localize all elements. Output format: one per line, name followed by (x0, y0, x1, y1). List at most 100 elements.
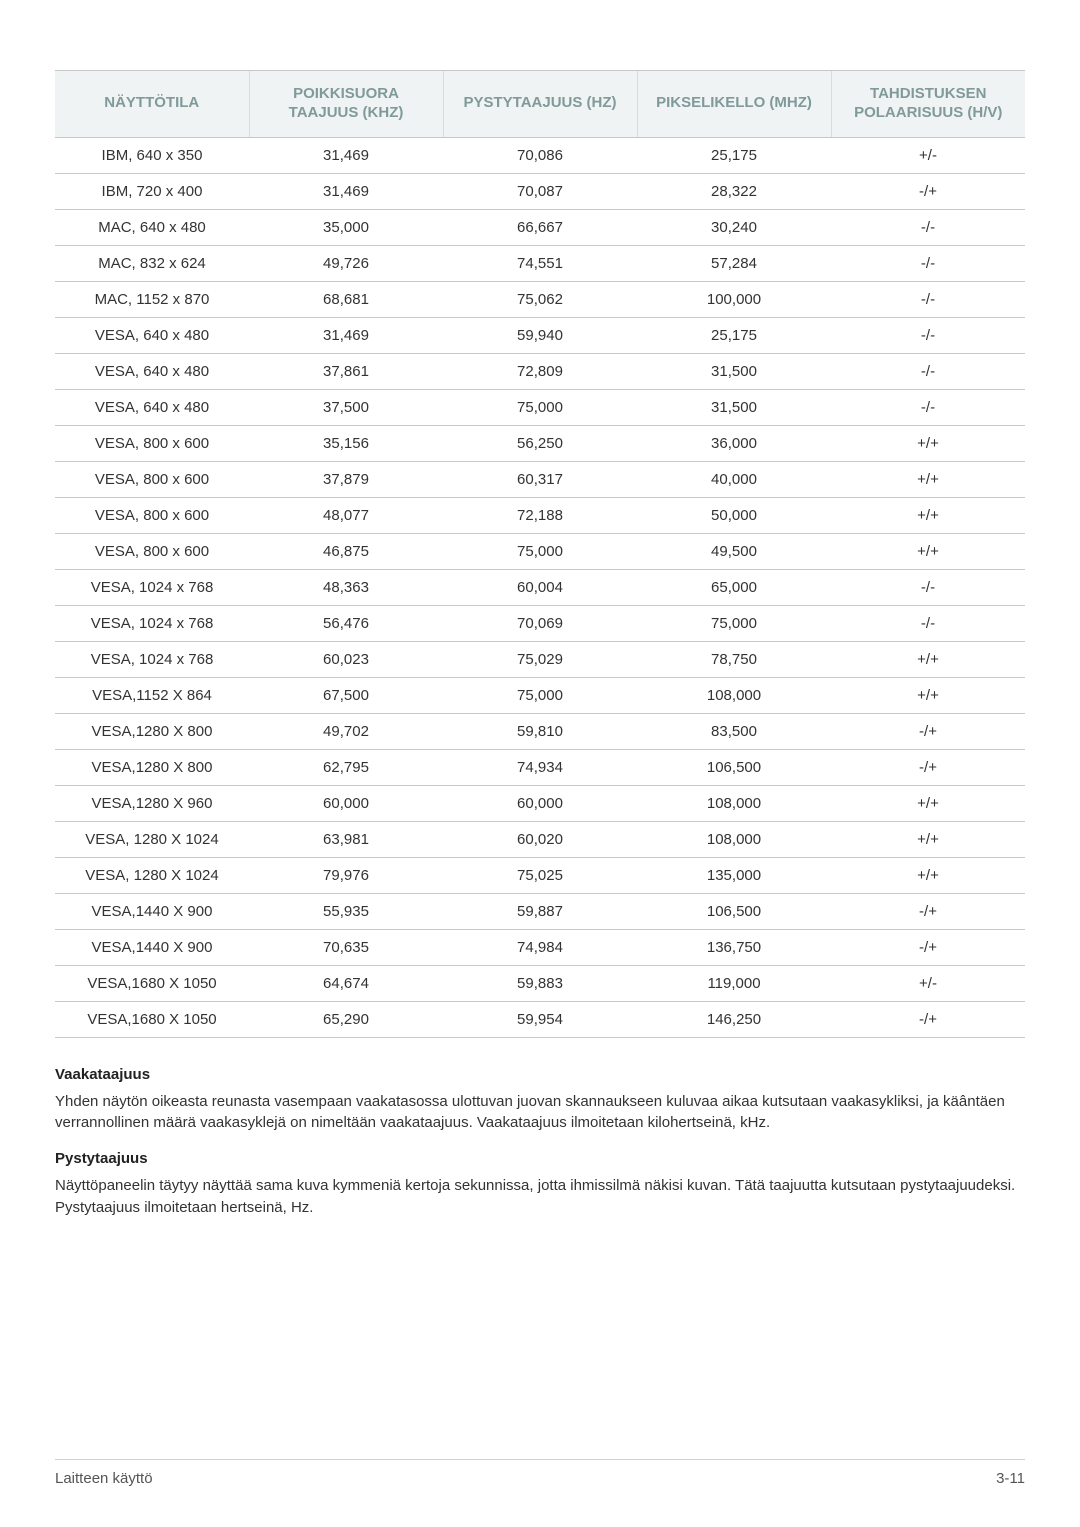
table-cell: 83,500 (637, 713, 831, 749)
table-cell: 60,317 (443, 461, 637, 497)
table-cell: 56,476 (249, 605, 443, 641)
table-cell: 106,500 (637, 749, 831, 785)
table-cell: 30,240 (637, 209, 831, 245)
table-cell: +/+ (831, 425, 1025, 461)
table-cell: 60,000 (443, 785, 637, 821)
table-cell: -/- (831, 605, 1025, 641)
table-cell: VESA,1440 X 900 (55, 929, 249, 965)
table-cell: -/+ (831, 929, 1025, 965)
table-cell: 60,000 (249, 785, 443, 821)
table-cell: VESA, 640 x 480 (55, 317, 249, 353)
table-cell: 35,000 (249, 209, 443, 245)
table-row: MAC, 832 x 62449,72674,55157,284-/- (55, 245, 1025, 281)
table-cell: 74,984 (443, 929, 637, 965)
table-row: VESA, 1280 X 102463,98160,020108,000+/+ (55, 821, 1025, 857)
table-cell: 63,981 (249, 821, 443, 857)
table-cell: -/- (831, 245, 1025, 281)
table-cell: -/+ (831, 173, 1025, 209)
table-header-row: NÄYTTÖTILA POIKKISUORA TAAJUUS (KHZ) PYS… (55, 71, 1025, 138)
table-row: VESA,1440 X 90070,63574,984136,750-/+ (55, 929, 1025, 965)
section-heading: Vaakataajuus (55, 1066, 1025, 1083)
table-row: VESA,1680 X 105064,67459,883119,000+/- (55, 965, 1025, 1001)
table-cell: 37,879 (249, 461, 443, 497)
table-cell: 146,250 (637, 1001, 831, 1037)
table-cell: -/- (831, 317, 1025, 353)
table-cell: IBM, 720 x 400 (55, 173, 249, 209)
table-cell: 75,029 (443, 641, 637, 677)
table-cell: 66,667 (443, 209, 637, 245)
table-cell: VESA,1680 X 1050 (55, 1001, 249, 1037)
table-cell: 25,175 (637, 317, 831, 353)
table-cell: 31,469 (249, 137, 443, 173)
table-cell: VESA,1280 X 800 (55, 713, 249, 749)
col-header: PYSTYTAAJUUS (HZ) (443, 71, 637, 138)
table-cell: +/- (831, 965, 1025, 1001)
table-cell: 75,000 (443, 389, 637, 425)
table-cell: +/+ (831, 857, 1025, 893)
table-cell: 108,000 (637, 785, 831, 821)
table-row: VESA,1680 X 105065,29059,954146,250-/+ (55, 1001, 1025, 1037)
table-cell: -/- (831, 569, 1025, 605)
table-cell: +/- (831, 137, 1025, 173)
section-pystytaajuus: Pystytaajuus Näyttöpaneelin täytyy näytt… (55, 1150, 1025, 1219)
table-cell: MAC, 1152 x 870 (55, 281, 249, 317)
table-cell: 57,284 (637, 245, 831, 281)
table-cell: VESA, 800 x 600 (55, 461, 249, 497)
table-cell: 64,674 (249, 965, 443, 1001)
table-row: VESA, 800 x 60037,87960,31740,000+/+ (55, 461, 1025, 497)
table-cell: 119,000 (637, 965, 831, 1001)
section-body: Yhden näytön oikeasta reunasta vasempaan… (55, 1091, 1025, 1135)
table-row: IBM, 720 x 40031,46970,08728,322-/+ (55, 173, 1025, 209)
table-cell: 108,000 (637, 677, 831, 713)
table-cell: +/+ (831, 641, 1025, 677)
table-cell: 75,025 (443, 857, 637, 893)
table-cell: 55,935 (249, 893, 443, 929)
col-header: NÄYTTÖTILA (55, 71, 249, 138)
table-cell: 70,635 (249, 929, 443, 965)
table-cell: +/+ (831, 677, 1025, 713)
table-row: MAC, 640 x 48035,00066,66730,240-/- (55, 209, 1025, 245)
table-cell: 108,000 (637, 821, 831, 857)
table-cell: VESA,1680 X 1050 (55, 965, 249, 1001)
table-cell: 70,087 (443, 173, 637, 209)
table-cell: VESA,1280 X 800 (55, 749, 249, 785)
table-cell: VESA,1440 X 900 (55, 893, 249, 929)
table-cell: 67,500 (249, 677, 443, 713)
section-heading: Pystytaajuus (55, 1150, 1025, 1167)
table-row: VESA,1440 X 90055,93559,887106,500-/+ (55, 893, 1025, 929)
table-cell: +/+ (831, 533, 1025, 569)
table-cell: 59,940 (443, 317, 637, 353)
table-cell: 49,500 (637, 533, 831, 569)
table-row: VESA,1280 X 80049,70259,81083,500-/+ (55, 713, 1025, 749)
footer-right: 3-11 (996, 1470, 1025, 1487)
section-body: Näyttöpaneelin täytyy näyttää sama kuva … (55, 1175, 1025, 1219)
table-cell: 75,000 (637, 605, 831, 641)
table-cell: 79,976 (249, 857, 443, 893)
table-cell: 72,809 (443, 353, 637, 389)
col-header: PIKSELIKELLO (MHZ) (637, 71, 831, 138)
footer-left: Laitteen käyttö (55, 1470, 153, 1487)
table-cell: -/+ (831, 893, 1025, 929)
table-cell: VESA, 640 x 480 (55, 353, 249, 389)
table-cell: 59,954 (443, 1001, 637, 1037)
table-cell: 25,175 (637, 137, 831, 173)
table-row: VESA, 640 x 48031,46959,94025,175-/- (55, 317, 1025, 353)
table-cell: VESA, 640 x 480 (55, 389, 249, 425)
table-cell: VESA, 800 x 600 (55, 533, 249, 569)
table-cell: 36,000 (637, 425, 831, 461)
col-header: TAHDISTUKSEN POLAARISUUS (H/V) (831, 71, 1025, 138)
display-modes-table: NÄYTTÖTILA POIKKISUORA TAAJUUS (KHZ) PYS… (55, 70, 1025, 1038)
table-row: VESA, 640 x 48037,86172,80931,500-/- (55, 353, 1025, 389)
table-cell: 37,500 (249, 389, 443, 425)
table-cell: VESA, 800 x 600 (55, 497, 249, 533)
table-cell: -/+ (831, 749, 1025, 785)
table-cell: 59,887 (443, 893, 637, 929)
table-cell: MAC, 832 x 624 (55, 245, 249, 281)
table-cell: -/- (831, 209, 1025, 245)
table-cell: 40,000 (637, 461, 831, 497)
table-cell: +/+ (831, 461, 1025, 497)
table-cell: 60,020 (443, 821, 637, 857)
table-cell: +/+ (831, 785, 1025, 821)
table-cell: +/+ (831, 821, 1025, 857)
table-cell: 75,062 (443, 281, 637, 317)
